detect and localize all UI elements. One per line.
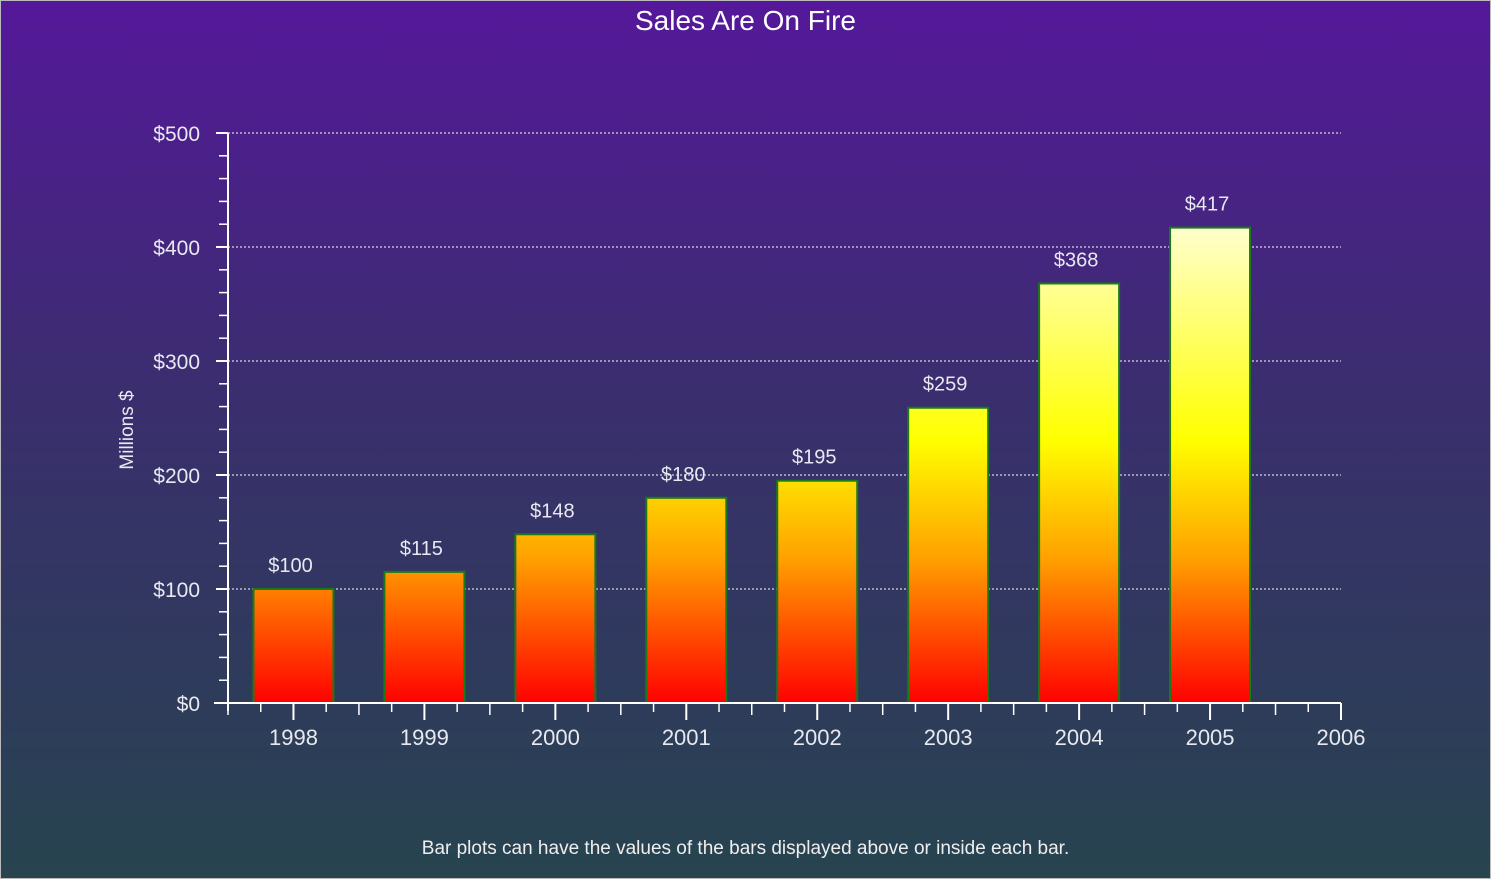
y-tick-label: $500 xyxy=(153,123,200,146)
y-tick-label: $300 xyxy=(153,351,200,374)
y-tick-label: $400 xyxy=(153,237,200,260)
bar-2001 xyxy=(645,496,728,704)
y-tick-label: $0 xyxy=(177,693,200,716)
data-label: $148 xyxy=(530,500,575,522)
data-label: $180 xyxy=(661,464,706,486)
data-label: $259 xyxy=(923,374,968,396)
data-label: $195 xyxy=(792,447,837,469)
bar-2003 xyxy=(907,406,990,704)
x-tick-label: 1998 xyxy=(269,725,318,750)
x-tick-label: 2003 xyxy=(924,725,973,750)
bar-2002 xyxy=(776,479,859,705)
x-tick-label: 2002 xyxy=(793,725,842,750)
data-label: $115 xyxy=(400,538,443,560)
x-tick-label: 2005 xyxy=(1186,725,1235,750)
x-tick-label: 2004 xyxy=(1055,725,1104,750)
chart-title: Sales Are On Fire xyxy=(635,5,856,36)
y-axis-label: Millions $ xyxy=(117,390,138,470)
x-tick-label: 2000 xyxy=(531,725,580,750)
chart-caption: Bar plots can have the values of the bar… xyxy=(421,838,1070,859)
y-tick-label: $200 xyxy=(153,465,200,488)
data-label: $100 xyxy=(268,555,313,577)
x-tick-label: 1999 xyxy=(400,725,449,750)
y-tick-label: $100 xyxy=(153,579,200,602)
bar-1998 xyxy=(252,588,335,704)
data-label: $368 xyxy=(1054,249,1099,271)
bar-2000 xyxy=(514,533,597,705)
x-tick-label: 2006 xyxy=(1317,725,1366,750)
bar-1999 xyxy=(383,570,466,705)
bar-2005 xyxy=(1169,226,1252,704)
x-tick-label: 2001 xyxy=(662,725,711,750)
data-label: $417 xyxy=(1185,194,1230,216)
bar-2004 xyxy=(1038,282,1121,704)
